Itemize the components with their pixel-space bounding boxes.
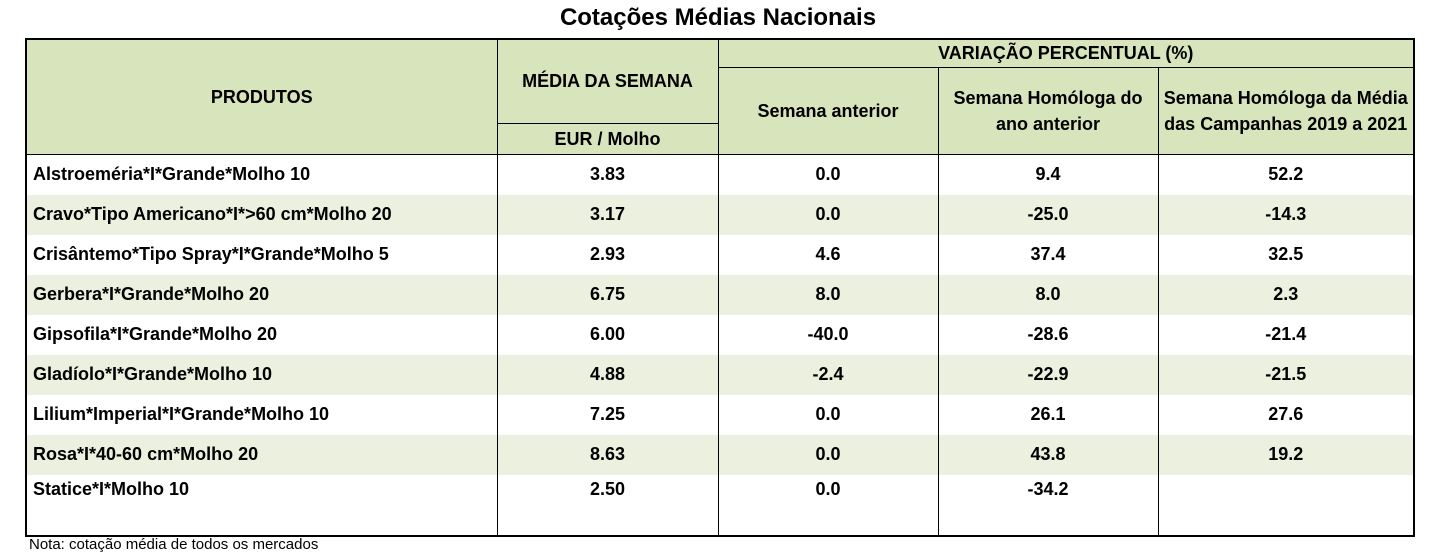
cell-homologa-ano: 9.4 xyxy=(937,154,1159,195)
header-produtos: PRODUTOS xyxy=(25,38,498,155)
header-homologa-campanhas: Semana Homóloga da Média das Campanhas 2… xyxy=(1157,66,1415,155)
table-row: Crisântemo*Tipo Spray*I*Grande*Molho 5 2… xyxy=(25,234,1415,275)
cell-semana-anterior: 0.0 xyxy=(717,434,939,475)
cell-homologa-ano: -25.0 xyxy=(937,194,1159,235)
footnote: Nota: cotação média de todos os mercados xyxy=(29,536,319,553)
cell-homologa-ano: 26.1 xyxy=(937,394,1159,435)
cell-produto: Gladíolo*I*Grande*Molho 10 xyxy=(25,354,498,395)
cell-semana-anterior: 0.0 xyxy=(717,154,939,195)
cell-media: 6.00 xyxy=(496,314,719,355)
cell-produto: Lilium*Imperial*I*Grande*Molho 10 xyxy=(25,394,498,435)
table-row: Statice*I*Molho 10 2.50 0.0 -34.2 xyxy=(25,474,1415,536)
cell-produto: Gipsofila*I*Grande*Molho 20 xyxy=(25,314,498,355)
cell-produto: Statice*I*Molho 10 xyxy=(25,474,498,536)
cell-homologa-ano: -22.9 xyxy=(937,354,1159,395)
header-semana-anterior: Semana anterior xyxy=(717,66,939,155)
table-row: Rosa*I*40-60 cm*Molho 20 8.63 0.0 43.8 1… xyxy=(25,434,1415,475)
cell-homologa-campanhas: 52.2 xyxy=(1157,154,1415,195)
header-media-semana: MÉDIA DA SEMANA xyxy=(496,38,719,124)
table-row: Cravo*Tipo Americano*I*>60 cm*Molho 20 3… xyxy=(25,194,1415,235)
cell-media: 7.25 xyxy=(496,394,719,435)
header-homologa-ano: Semana Homóloga do ano anterior xyxy=(937,66,1159,155)
cell-semana-anterior: 0.0 xyxy=(717,194,939,235)
cell-homologa-ano: -34.2 xyxy=(937,474,1159,536)
page-title: Cotações Médias Nacionais xyxy=(559,4,877,31)
cell-produto: Gerbera*I*Grande*Molho 20 xyxy=(25,274,498,315)
cell-homologa-campanhas: -14.3 xyxy=(1157,194,1415,235)
cell-semana-anterior: 0.0 xyxy=(717,394,939,435)
cell-media: 4.88 xyxy=(496,354,719,395)
cell-homologa-campanhas xyxy=(1157,474,1415,536)
cell-homologa-campanhas: 32.5 xyxy=(1157,234,1415,275)
cell-media: 2.93 xyxy=(496,234,719,275)
cell-media: 3.17 xyxy=(496,194,719,235)
cell-homologa-ano: 8.0 xyxy=(937,274,1159,315)
cell-semana-anterior: -40.0 xyxy=(717,314,939,355)
header-unidade: EUR / Molho xyxy=(496,122,719,155)
cell-semana-anterior: 4.6 xyxy=(717,234,939,275)
cell-homologa-ano: -28.6 xyxy=(937,314,1159,355)
header-variacao-percentual: VARIAÇÃO PERCENTUAL (%) xyxy=(717,38,1415,68)
cell-homologa-ano: 43.8 xyxy=(937,434,1159,475)
cell-media: 8.63 xyxy=(496,434,719,475)
cell-homologa-campanhas: -21.4 xyxy=(1157,314,1415,355)
cell-media: 6.75 xyxy=(496,274,719,315)
cell-semana-anterior: 8.0 xyxy=(717,274,939,315)
cell-homologa-campanhas: 19.2 xyxy=(1157,434,1415,475)
cell-produto: Alstroeméria*I*Grande*Molho 10 xyxy=(25,154,498,195)
cell-homologa-campanhas: -21.5 xyxy=(1157,354,1415,395)
cell-media: 3.83 xyxy=(496,154,719,195)
prices-table: PRODUTOS MÉDIA DA SEMANA VARIAÇÃO PERCEN… xyxy=(25,38,1416,537)
table-row: Gerbera*I*Grande*Molho 20 6.75 8.0 8.0 2… xyxy=(25,274,1415,315)
cell-media: 2.50 xyxy=(496,474,719,536)
table-row: Gipsofila*I*Grande*Molho 20 6.00 -40.0 -… xyxy=(25,314,1415,355)
cell-homologa-ano: 37.4 xyxy=(937,234,1159,275)
cell-homologa-campanhas: 27.6 xyxy=(1157,394,1415,435)
cell-semana-anterior: -2.4 xyxy=(717,354,939,395)
cell-produto: Cravo*Tipo Americano*I*>60 cm*Molho 20 xyxy=(25,194,498,235)
cell-produto: Rosa*I*40-60 cm*Molho 20 xyxy=(25,434,498,475)
cell-semana-anterior: 0.0 xyxy=(717,474,939,536)
cell-produto: Crisântemo*Tipo Spray*I*Grande*Molho 5 xyxy=(25,234,498,275)
cell-homologa-campanhas: 2.3 xyxy=(1157,274,1415,315)
table-row: Gladíolo*I*Grande*Molho 10 4.88 -2.4 -22… xyxy=(25,354,1415,395)
table-row: Lilium*Imperial*I*Grande*Molho 10 7.25 0… xyxy=(25,394,1415,435)
table-row: Alstroeméria*I*Grande*Molho 10 3.83 0.0 … xyxy=(25,154,1415,195)
